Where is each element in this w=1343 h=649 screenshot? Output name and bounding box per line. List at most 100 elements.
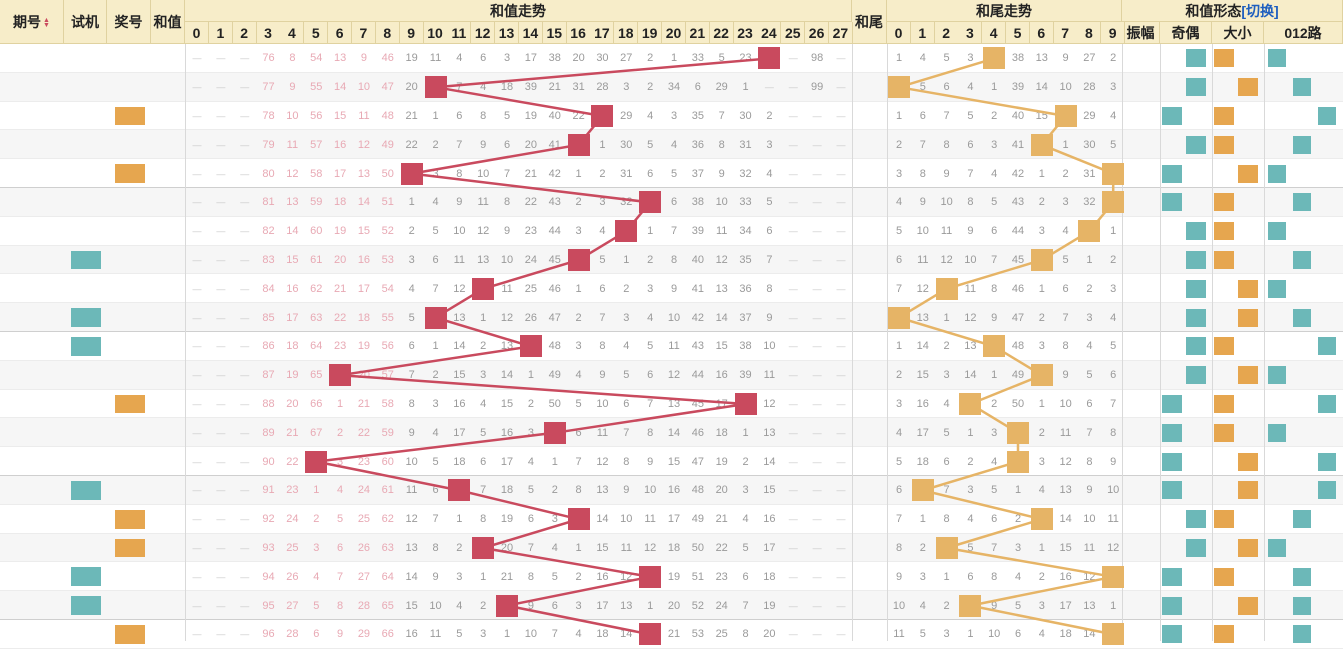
sum-miss-cell: 28 <box>286 628 299 641</box>
sum-miss-cell: 5 <box>503 109 511 122</box>
sum-miss-cell: 1 <box>575 167 582 180</box>
sum-miss-cell: 14 <box>620 628 633 641</box>
route-miss <box>1268 562 1286 591</box>
sum-miss-cell: 39 <box>739 369 752 382</box>
tail-miss-cell: 8 <box>991 570 998 583</box>
sum-col-20: 20 <box>662 22 686 44</box>
tail-miss-cell: 1 <box>967 426 974 439</box>
route-tag <box>1293 135 1311 154</box>
tail-col-1: 1 <box>910 22 935 44</box>
sort-icon[interactable]: ▲▼ <box>43 16 50 27</box>
sum-miss-cell: 11 <box>358 109 370 122</box>
sum-miss-cell: 2 <box>647 52 654 65</box>
tail-miss-cell: 3 <box>895 167 903 180</box>
sum-miss-cell: 13 <box>357 167 371 180</box>
sum-ball <box>329 364 352 387</box>
sum-miss-cell: 21 <box>715 513 728 526</box>
tail-miss-cell: 1 <box>1038 397 1045 410</box>
tail-miss-cell: 44 <box>1011 225 1025 238</box>
sum-miss-cell: 45 <box>548 253 561 266</box>
sum-miss-cell: — <box>240 82 250 93</box>
sum-value <box>151 447 185 476</box>
sum-miss-cell: 17 <box>715 397 728 410</box>
sum-col-7: 7 <box>351 22 376 44</box>
sum-miss-cell: — <box>240 600 250 611</box>
period-cell <box>0 274 64 303</box>
prize-number <box>115 193 145 212</box>
tail-miss-cell: 6 <box>967 138 974 151</box>
tail-miss-cell: 1 <box>895 52 903 65</box>
sum-miss-cell: 95 <box>262 599 275 612</box>
sum-miss-cell: — <box>192 514 202 525</box>
sum-miss-cell: 3 <box>575 225 582 238</box>
tail-value <box>852 217 887 246</box>
sum-miss-cell: — <box>240 283 250 294</box>
sum-miss-cell: — <box>192 283 202 294</box>
sum-miss-cell: 6 <box>766 225 773 238</box>
sum-miss-cell: 48 <box>548 340 561 353</box>
tail-value <box>852 332 887 361</box>
sum-miss-cell: 9 <box>623 484 630 497</box>
sum-ball <box>424 76 447 99</box>
sum-miss-cell: 43 <box>548 196 561 209</box>
sum-value <box>151 332 185 361</box>
sum-miss-cell: — <box>836 312 846 323</box>
period-cell <box>0 562 64 591</box>
sum-miss-cell: 1 <box>742 426 749 439</box>
sum-value <box>151 73 185 102</box>
tail-miss-cell: 10 <box>892 599 906 612</box>
tail-miss-cell: 5 <box>919 628 926 641</box>
tail-ball <box>1007 450 1029 473</box>
switch-link[interactable]: [切换] <box>1241 2 1279 19</box>
period-cell <box>0 217 64 246</box>
route-miss <box>1318 620 1336 649</box>
sum-miss-cell: — <box>216 485 226 496</box>
tail-ball <box>1030 508 1053 531</box>
prize-number <box>115 164 145 183</box>
sum-miss-cell: 56 <box>310 109 323 122</box>
sum-miss-cell: 66 <box>310 397 323 410</box>
period-cell <box>0 246 64 275</box>
test-number <box>71 596 101 615</box>
sum-ball <box>519 335 542 358</box>
tail-miss-cell: 29 <box>1083 109 1096 122</box>
sum-miss-cell: 13 <box>286 196 299 209</box>
sum-miss-cell: 15 <box>763 484 776 497</box>
sum-miss-cell: — <box>812 398 822 409</box>
sum-miss-cell: — <box>240 514 250 525</box>
sum-miss-cell: — <box>192 341 202 352</box>
big-small-miss <box>1238 217 1258 246</box>
sum-miss-cell: 20 <box>500 541 514 554</box>
period-cell <box>0 73 64 102</box>
sum-miss-cell: 46 <box>691 426 704 439</box>
route-miss <box>1268 505 1286 534</box>
sum-miss-cell: — <box>216 226 226 237</box>
sum-miss-cell: 5 <box>670 167 678 180</box>
sum-miss-cell: 17 <box>357 282 371 295</box>
tail-miss-cell: 2 <box>1038 570 1045 583</box>
sum-miss-cell: 17 <box>500 455 514 468</box>
odd-even-tag <box>1186 366 1206 385</box>
sum-miss-cell: 10 <box>429 599 442 612</box>
sum-miss-cell: 14 <box>596 513 609 526</box>
sum-miss-cell: 12 <box>596 455 609 468</box>
sum-miss-cell: 20 <box>286 397 299 410</box>
period-cell <box>0 44 64 73</box>
sum-miss-cell: — <box>240 53 250 64</box>
sum-miss-cell: 8 <box>337 599 344 612</box>
header-period[interactable]: 期号 ▲▼ <box>0 0 64 44</box>
sum-miss-cell: 6 <box>527 513 534 526</box>
sum-miss-cell: — <box>812 168 822 179</box>
prize-number <box>115 452 145 471</box>
sum-miss-cell: 10 <box>286 109 299 122</box>
sum-ball <box>543 421 566 444</box>
sum-miss-cell: 78 <box>262 109 275 122</box>
tail-miss-cell: 4 <box>967 81 974 94</box>
sum-miss-cell: — <box>836 427 846 438</box>
odd-even-miss <box>1162 534 1182 563</box>
sum-miss-cell: 21 <box>357 397 371 410</box>
sum-miss-cell: 12 <box>620 570 633 583</box>
route-miss <box>1268 73 1286 102</box>
route-miss <box>1293 418 1311 447</box>
prize-number <box>115 279 145 298</box>
